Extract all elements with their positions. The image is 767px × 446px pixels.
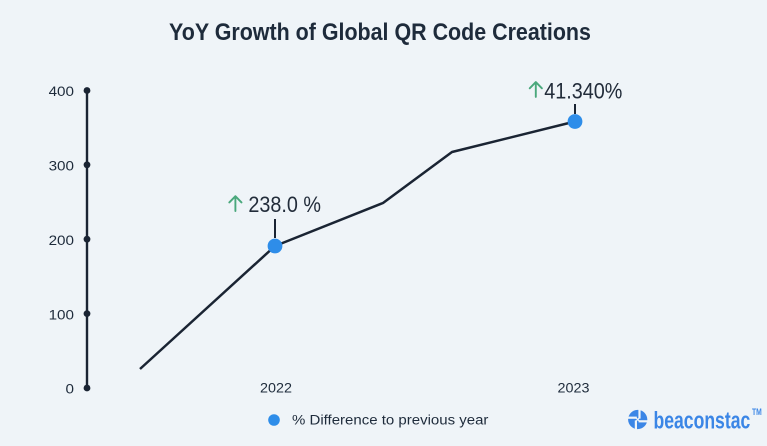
svg-text:0: 0	[66, 382, 74, 397]
svg-text:TM: TM	[752, 407, 762, 417]
svg-text:2022: 2022	[260, 381, 292, 397]
svg-text:100: 100	[49, 308, 74, 323]
svg-text:200: 200	[49, 233, 74, 248]
svg-text:400: 400	[49, 85, 74, 100]
svg-text:% Difference to previous year: % Difference to previous year	[292, 413, 489, 428]
svg-text:238.0 %: 238.0 %	[248, 193, 321, 217]
svg-text:41.340%: 41.340%	[544, 80, 622, 104]
svg-text:YoY Growth of Global QR Code C: YoY Growth of Global QR Code Creations	[169, 18, 591, 45]
svg-text:2023: 2023	[558, 381, 590, 397]
svg-text:300: 300	[49, 159, 74, 174]
svg-text:beaconstac: beaconstac	[654, 408, 751, 434]
